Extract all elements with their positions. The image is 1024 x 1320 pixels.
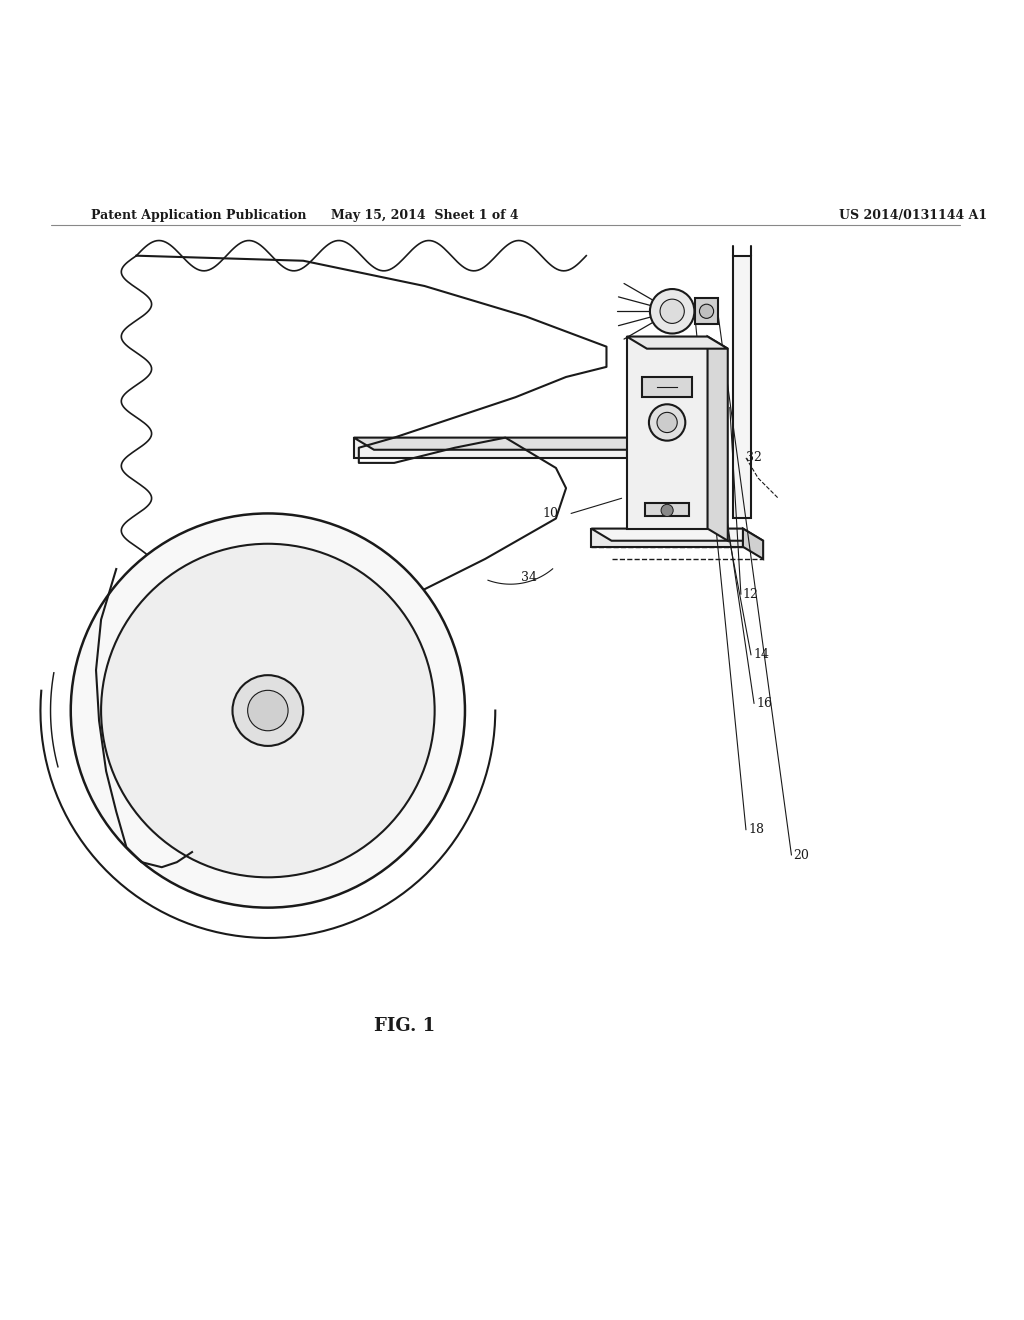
Circle shape [649, 404, 685, 441]
Text: 18: 18 [748, 824, 764, 837]
Text: 20: 20 [794, 849, 809, 862]
Text: May 15, 2014  Sheet 1 of 4: May 15, 2014 Sheet 1 of 4 [331, 209, 518, 222]
Text: 16: 16 [756, 697, 772, 710]
Text: 34: 34 [520, 570, 537, 583]
Circle shape [232, 675, 303, 746]
Circle shape [248, 690, 288, 731]
Polygon shape [627, 337, 728, 348]
Polygon shape [743, 528, 763, 558]
Polygon shape [591, 528, 743, 546]
Polygon shape [642, 378, 692, 397]
Circle shape [71, 513, 465, 908]
Circle shape [657, 412, 677, 433]
Circle shape [699, 304, 714, 318]
Polygon shape [627, 337, 708, 528]
Polygon shape [645, 503, 689, 516]
Circle shape [650, 289, 694, 334]
Polygon shape [695, 298, 718, 325]
Text: 12: 12 [743, 587, 759, 601]
Circle shape [662, 504, 673, 516]
Text: 32: 32 [745, 451, 762, 465]
Text: 10: 10 [543, 507, 559, 520]
Text: Patent Application Publication: Patent Application Publication [91, 209, 306, 222]
Polygon shape [353, 438, 627, 458]
Polygon shape [708, 337, 728, 541]
Circle shape [101, 544, 434, 878]
Text: FIG. 1: FIG. 1 [374, 1016, 435, 1035]
Polygon shape [353, 438, 647, 450]
Circle shape [660, 300, 684, 323]
Polygon shape [591, 528, 763, 541]
Text: 14: 14 [753, 648, 769, 661]
Text: US 2014/0131144 A1: US 2014/0131144 A1 [839, 209, 987, 222]
Polygon shape [733, 256, 751, 519]
